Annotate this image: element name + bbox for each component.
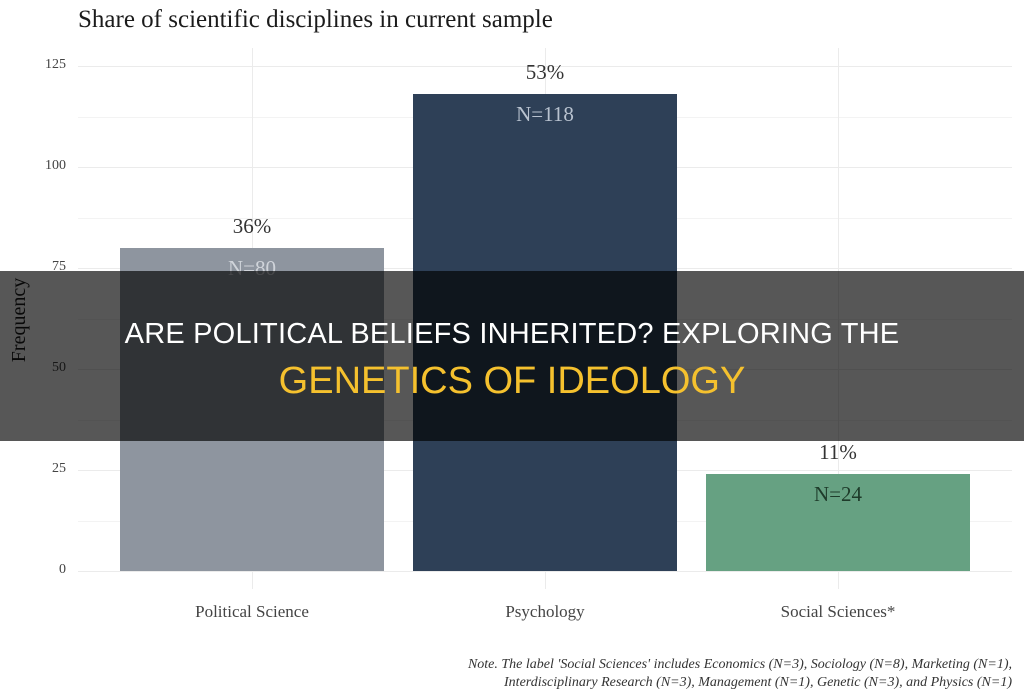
percent-label: 36% <box>232 214 272 238</box>
headline-line-2: GENETICS OF IDEOLOGY <box>278 360 746 402</box>
y-tick-label: 125 <box>45 57 66 72</box>
x-tick-label: Political Science <box>195 602 309 621</box>
note-line-1: Note. The label 'Social Sciences' includ… <box>467 657 1012 672</box>
count-label: N=118 <box>516 102 574 126</box>
chart-note: Note. The label 'Social Sciences' includ… <box>468 656 1012 692</box>
count-label: N=24 <box>813 482 862 506</box>
note-line-2: Interdisciplinary Research (N=3), Manage… <box>504 675 1012 690</box>
x-tick-label: Social Sciences* <box>780 602 896 621</box>
y-tick-label: 25 <box>52 461 66 476</box>
headline-line-1: ARE POLITICAL BELIEFS INHERITED? EXPLORI… <box>124 318 900 350</box>
percent-label: 53% <box>525 60 565 84</box>
bar-social-sciences <box>706 474 970 571</box>
y-tick-label: 0 <box>59 562 66 577</box>
x-tick-label: Psychology <box>505 602 585 621</box>
y-tick-label: 100 <box>45 158 66 173</box>
chart-title: Share of scientific disciplines in curre… <box>78 6 553 33</box>
y-tick-label: 75 <box>52 259 66 274</box>
percent-label: 11% <box>819 440 857 464</box>
headline-banner <box>0 271 1024 441</box>
